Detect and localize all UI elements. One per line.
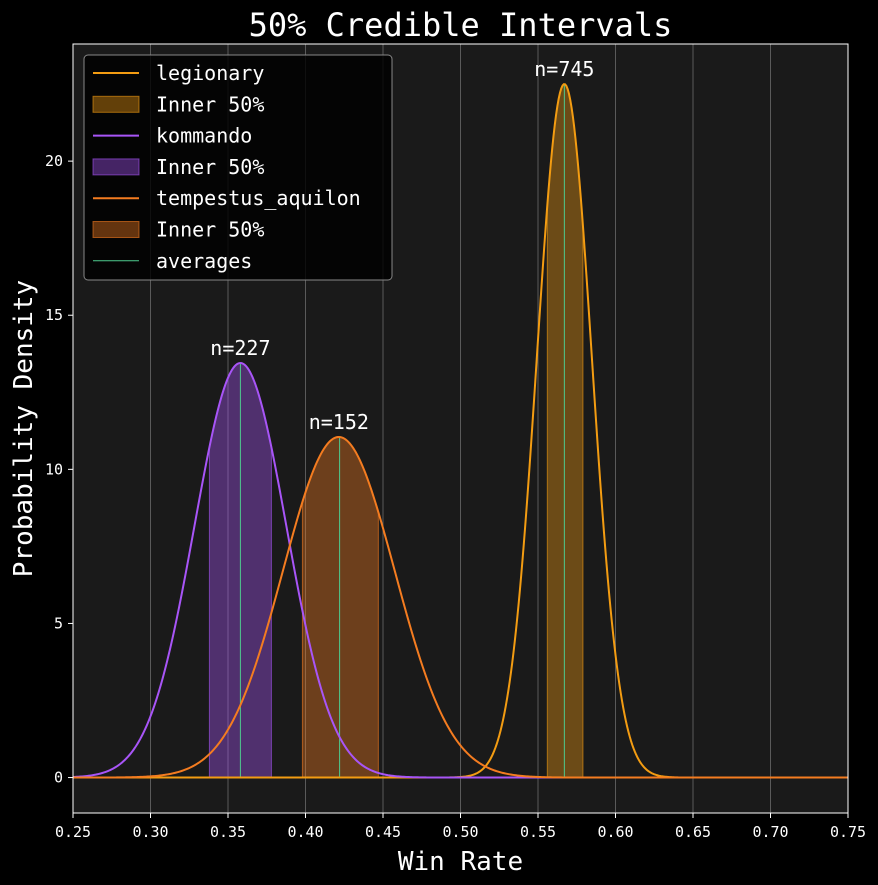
x-tick-label: 0.50 [442, 823, 478, 841]
x-axis-ticks: 0.25 0.30 0.35 0.40 0.45 0.50 0.55 0.60 0.65 0.70… [55, 813, 866, 841]
annotation-tempestus_aquilon: n=152 [309, 410, 369, 434]
legend-label-kommando-interval: Inner 50% [156, 155, 264, 179]
legend-label-legionary: legionary [156, 61, 264, 85]
sample-size-annotations: n=745 n=227 n=152 [210, 57, 594, 434]
x-tick-label: 0.55 [520, 823, 556, 841]
interval-fill-legionary [546, 83, 584, 779]
y-tick-label: 0 [54, 769, 63, 787]
legend-swatch-legionary-interval [92, 95, 140, 113]
legend-label-kommando: kommando [156, 124, 252, 148]
x-tick-label: 0.45 [365, 823, 401, 841]
density-curve-tempestus_aquilon [73, 435, 848, 779]
y-tick-label: 5 [54, 614, 63, 632]
interval-fill-tempestus_aquilon [301, 436, 379, 779]
legend-label-legionary-interval: Inner 50% [156, 92, 264, 116]
x-tick-label: 0.35 [210, 823, 246, 841]
annotation-legionary: n=745 [534, 57, 594, 81]
y-axis-label: Probability Density [9, 280, 39, 577]
legend-frame [83, 54, 393, 281]
y-tick-label: 10 [45, 460, 63, 478]
x-tick-label: 0.75 [830, 823, 866, 841]
x-tick-label: 0.65 [675, 823, 711, 841]
y-tick-label: 20 [45, 152, 63, 170]
x-tick-label: 0.70 [752, 823, 788, 841]
y-axis-ticks: 0 5 10 15 20 [45, 152, 73, 787]
legend-label-tempestus_aquilon: tempestus_aquilon [156, 186, 361, 210]
x-tick-label: 0.25 [55, 823, 91, 841]
legend-label-averages: averages [156, 249, 252, 273]
x-tick-label: 0.30 [132, 823, 168, 841]
annotation-kommando: n=227 [210, 336, 270, 360]
x-tick-label: 0.40 [287, 823, 323, 841]
legend-swatch-tempestus_aquilon-interval [92, 221, 140, 238]
chart-title: 50% Credible Intervals [249, 6, 673, 44]
x-axis-label: Win Rate [398, 847, 523, 877]
legend-label-tempestus_aquilon-interval: Inner 50% [156, 218, 264, 242]
average-lines [239, 84, 565, 778]
legend: legionary Inner 50% kommando Inner 50% tempe… [83, 54, 393, 281]
density-curves [72, 83, 848, 779]
x-tick-label: 0.60 [597, 823, 633, 841]
legend-swatch-kommando-interval [92, 158, 140, 176]
y-tick-label: 15 [45, 306, 63, 324]
